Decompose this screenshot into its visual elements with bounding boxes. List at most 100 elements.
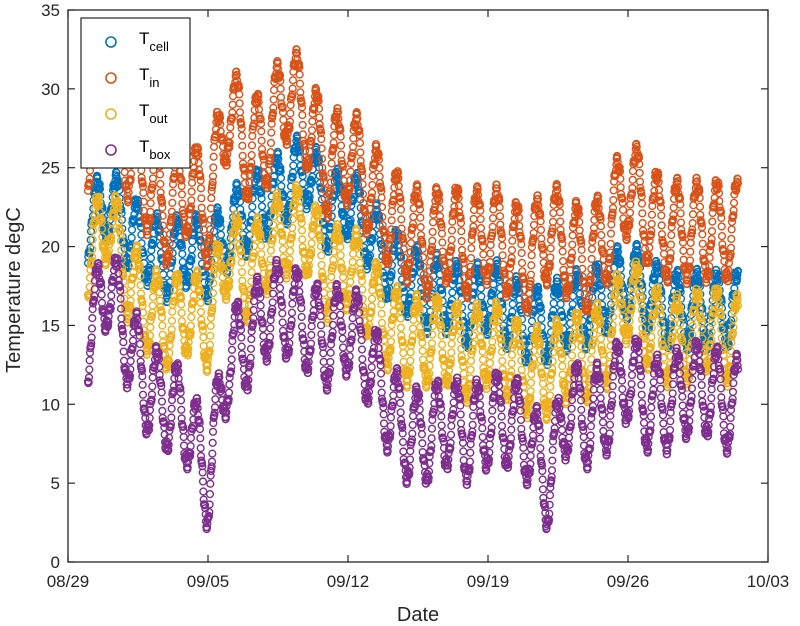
- data-point-cell: [508, 307, 517, 316]
- data-point-in: [126, 169, 136, 178]
- data-point-in: [209, 152, 218, 161]
- data-point-cell: [339, 211, 348, 221]
- data-point-cell: [476, 284, 486, 293]
- data-point-cell: [513, 283, 523, 292]
- data-point-in: [146, 207, 155, 216]
- data-point-cell: [257, 188, 266, 198]
- data-point-in: [143, 226, 152, 236]
- data-point-in: [138, 179, 147, 188]
- data-point-cell: [257, 194, 266, 203]
- data-point-in: [187, 187, 196, 196]
- data-point-in: [168, 198, 177, 207]
- data-point-in: [196, 176, 205, 185]
- data-point-in: [218, 133, 227, 142]
- data-point-cell: [133, 195, 143, 205]
- data-point-cell: [368, 234, 377, 243]
- data-point-in: [203, 256, 213, 265]
- data-point-cell: [146, 261, 155, 270]
- data-point-cell: [732, 275, 742, 284]
- data-point-cell: [515, 287, 524, 296]
- data-point-cell: [692, 264, 702, 273]
- data-point-cell: [493, 259, 502, 268]
- data-point-cell: [216, 217, 225, 226]
- data-point-cell: [377, 240, 386, 249]
- data-point-cell: [536, 302, 545, 312]
- data-point-in: [146, 199, 155, 208]
- data-point-cell: [568, 300, 577, 309]
- data-point-in: [197, 210, 207, 219]
- data-point-in: [203, 261, 212, 270]
- data-point-cell: [693, 267, 702, 277]
- data-point-cell: [597, 285, 606, 294]
- data-point-cell: [244, 243, 254, 252]
- data-point-cell: [672, 275, 681, 284]
- data-point-in: [208, 172, 218, 181]
- data-point-in: [139, 188, 148, 197]
- data-point-in: [222, 161, 231, 170]
- data-point-in: [143, 230, 152, 240]
- data-point-in: [185, 209, 194, 219]
- data-point-in: [196, 172, 205, 181]
- data-point-in: [155, 170, 165, 179]
- data-point-in: [148, 174, 158, 183]
- data-point-in: [156, 188, 165, 197]
- data-point-cell: [613, 243, 622, 252]
- data-point-cell: [346, 220, 355, 229]
- data-point-cell: [178, 249, 187, 259]
- data-point-cell: [273, 149, 283, 159]
- data-point-in: [168, 188, 177, 197]
- data-point-cell: [146, 253, 156, 263]
- data-point-cell: [203, 296, 213, 305]
- data-point-in: [145, 217, 154, 226]
- data-point-in: [208, 178, 217, 187]
- data-point-in: [164, 252, 174, 261]
- data-point-cell: [324, 247, 333, 256]
- data-point-cell: [532, 290, 542, 300]
- data-point-in: [165, 230, 175, 239]
- data-point-cell: [597, 292, 606, 301]
- data-point-cell: [115, 186, 124, 195]
- data-point-cell: [177, 239, 186, 249]
- data-point-cell: [437, 285, 447, 294]
- data-point-cell: [556, 307, 566, 316]
- data-point-in: [160, 239, 170, 248]
- data-point-cell: [537, 314, 546, 323]
- data-point-in: [226, 123, 235, 132]
- data-point-cell: [86, 243, 95, 252]
- data-point-in: [177, 176, 186, 185]
- data-point-cell: [584, 340, 593, 349]
- data-point-in: [167, 207, 177, 216]
- data-point-cell: [533, 282, 543, 291]
- data-point-cell: [166, 262, 175, 272]
- data-point-in: [162, 260, 171, 269]
- data-point-in: [179, 209, 189, 218]
- data-point-in: [184, 228, 193, 237]
- data-point-cell: [473, 260, 483, 269]
- data-point-in: [198, 215, 208, 224]
- data-point-in: [225, 131, 235, 140]
- data-point-cell: [187, 256, 196, 265]
- data-point-cell: [295, 142, 304, 151]
- data-point-in: [156, 179, 165, 189]
- data-point-cell: [165, 287, 174, 296]
- data-point-in: [157, 198, 167, 207]
- data-point-cell: [276, 173, 286, 183]
- data-point-in: [177, 190, 187, 199]
- data-point-cell: [248, 202, 257, 211]
- data-point-cell: [307, 177, 317, 186]
- data-point-cell: [553, 277, 562, 286]
- data-point-cell: [314, 153, 323, 163]
- data-point-in: [214, 114, 224, 123]
- data-point-cell: [112, 168, 121, 177]
- data-point-in: [206, 225, 215, 234]
- data-point-cell: [733, 266, 743, 276]
- data-point-cell: [315, 178, 325, 188]
- data-point-cell: [574, 272, 584, 281]
- data-point-cell: [344, 225, 353, 234]
- data-point-cell: [264, 218, 274, 227]
- data-point-cell: [257, 202, 267, 211]
- data-point-cell: [616, 264, 625, 273]
- data-point-cell: [343, 231, 353, 240]
- data-point-in: [165, 239, 174, 248]
